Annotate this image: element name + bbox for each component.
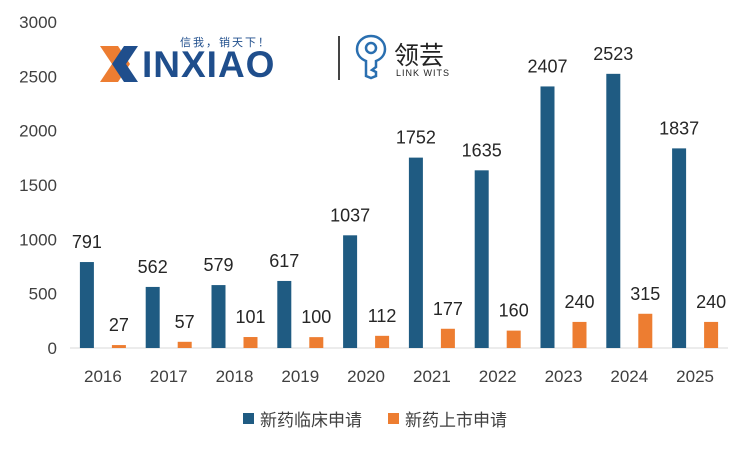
y-tick-label: 3000 bbox=[19, 13, 57, 32]
data-label-clinical: 2407 bbox=[527, 56, 567, 76]
data-label-clinical: 562 bbox=[138, 257, 168, 277]
linkwits-logo-en: LINK WITS bbox=[396, 68, 451, 78]
bar-market bbox=[440, 328, 455, 348]
data-label-market: 57 bbox=[175, 312, 195, 332]
bar-clinical bbox=[277, 280, 292, 348]
bar-clinical bbox=[474, 170, 489, 348]
x-tick-label: 2025 bbox=[676, 367, 714, 386]
x-tick-label: 2020 bbox=[347, 367, 385, 386]
data-label-clinical: 579 bbox=[203, 255, 233, 275]
data-label-market: 112 bbox=[368, 306, 397, 326]
data-label-clinical: 617 bbox=[269, 251, 299, 271]
x-tick-label: 2022 bbox=[479, 367, 517, 386]
bars-group bbox=[79, 73, 719, 349]
data-label-market: 315 bbox=[630, 284, 660, 304]
bar-market bbox=[309, 337, 324, 348]
bar-market bbox=[572, 321, 587, 348]
data-label-market: 240 bbox=[696, 292, 726, 312]
x-tick-label: 2018 bbox=[216, 367, 254, 386]
bar-market bbox=[375, 335, 390, 348]
chart-legend: 新药临床申请 新药上市申请 bbox=[0, 406, 750, 431]
y-tick-label: 2500 bbox=[19, 67, 57, 86]
y-tick-label: 1500 bbox=[19, 176, 57, 195]
linkwits-key-icon bbox=[355, 34, 387, 80]
data-labels-group: 791 27 562 57 579 101 617 100 1037 112 1752 177 1635… bbox=[72, 44, 726, 335]
data-label-clinical: 1752 bbox=[396, 128, 436, 148]
bar-market bbox=[704, 321, 719, 348]
data-label-market: 101 bbox=[235, 307, 265, 327]
data-label-clinical: 791 bbox=[72, 232, 102, 252]
bar-clinical bbox=[145, 286, 160, 348]
x-axis-tick-labels: 2016 2017 2018 2019 2020 2021 2022 2023 2024 2025 bbox=[84, 367, 714, 386]
legend-label-clinical: 新药临床申请 bbox=[260, 411, 362, 430]
bar-clinical bbox=[343, 235, 358, 348]
legend-swatch-clinical bbox=[243, 413, 254, 424]
bar-clinical bbox=[540, 86, 555, 348]
data-label-market: 100 bbox=[301, 307, 331, 327]
y-tick-label: 500 bbox=[29, 285, 57, 304]
data-label-market: 160 bbox=[499, 301, 529, 321]
logo-area: 信我，销天下！ INXIAO 领芸 LINK WITS bbox=[100, 30, 520, 90]
y-tick-label: 2000 bbox=[19, 122, 57, 141]
y-tick-label: 1000 bbox=[19, 230, 57, 249]
xinxiao-logo-text: INXIAO bbox=[142, 44, 276, 85]
data-label-clinical: 1837 bbox=[659, 118, 699, 138]
x-tick-label: 2016 bbox=[84, 367, 122, 386]
xinxiao-logo-icon bbox=[100, 46, 138, 82]
bar-clinical bbox=[211, 285, 226, 348]
data-label-market: 240 bbox=[564, 292, 594, 312]
bar-market bbox=[243, 337, 258, 348]
x-tick-label: 2017 bbox=[150, 367, 188, 386]
x-tick-label: 2019 bbox=[281, 367, 319, 386]
legend-item-clinical: 新药临床申请 bbox=[243, 406, 362, 431]
data-label-clinical: 1635 bbox=[462, 140, 502, 160]
logo-divider bbox=[338, 36, 340, 80]
bar-clinical bbox=[606, 73, 621, 349]
bar-market bbox=[506, 330, 521, 348]
x-tick-label: 2021 bbox=[413, 367, 451, 386]
data-label-clinical: 2523 bbox=[593, 44, 633, 64]
bar-clinical bbox=[408, 157, 423, 348]
bar-market bbox=[638, 313, 653, 348]
y-tick-label: 0 bbox=[48, 339, 57, 358]
data-label-market: 27 bbox=[109, 315, 129, 335]
y-axis-tick-labels: 0 500 1000 1500 2000 2500 3000 bbox=[19, 13, 57, 358]
linkwits-logo-cn: 领芸 bbox=[394, 42, 445, 70]
legend-swatch-market bbox=[388, 413, 399, 424]
legend-label-market: 新药上市申请 bbox=[405, 411, 507, 430]
bar-clinical bbox=[672, 148, 687, 348]
data-label-clinical: 1037 bbox=[330, 205, 370, 225]
x-tick-label: 2024 bbox=[610, 367, 648, 386]
bar-clinical bbox=[79, 262, 94, 348]
legend-item-market: 新药上市申请 bbox=[388, 406, 507, 431]
x-tick-label: 2023 bbox=[545, 367, 583, 386]
bar-market bbox=[177, 341, 192, 348]
xinxiao-slogan: 信我，销天下！ bbox=[180, 37, 271, 49]
data-label-market: 177 bbox=[433, 299, 463, 319]
bar-market bbox=[111, 345, 126, 348]
